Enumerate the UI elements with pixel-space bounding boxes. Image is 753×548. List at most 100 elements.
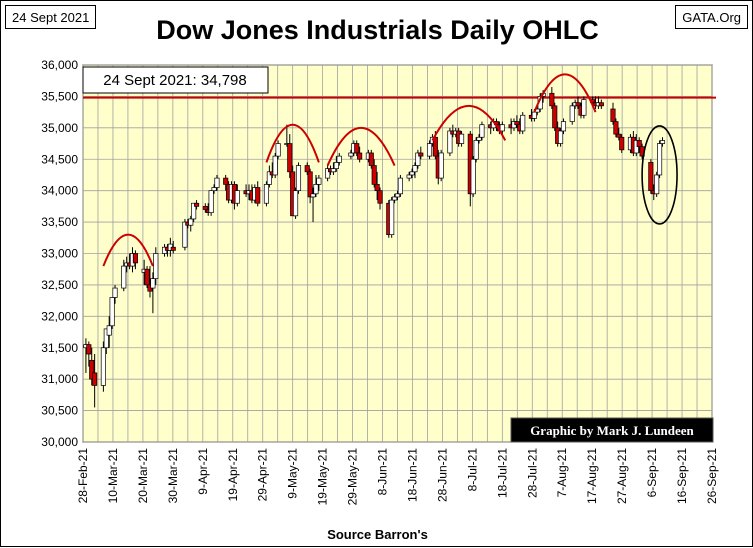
x-tick-label: 28-Feb-21	[76, 448, 90, 504]
candle-body	[357, 152, 363, 160]
price-annotation-text: 24 Sept 2021: 34,798	[103, 72, 246, 89]
candle-body	[636, 140, 642, 148]
candle-body	[394, 193, 401, 198]
candle-body	[459, 133, 465, 144]
y-tick-label: 34,000	[41, 184, 78, 198]
candle-body	[336, 155, 342, 163]
candle-body	[316, 177, 322, 185]
candle-body	[479, 124, 485, 138]
y-axis-ticks: 30,000 30,500 31,000 31,500 32,000 32,500 33,0…	[41, 58, 78, 449]
candle-body	[208, 190, 214, 214]
candle-body	[191, 202, 197, 220]
candle-body	[616, 133, 622, 138]
candle-body	[392, 196, 398, 201]
arc-layer	[102, 73, 597, 267]
candle-body	[438, 152, 444, 179]
y-tick-label: 36,000	[41, 58, 78, 72]
candle-body	[202, 206, 208, 210]
candle-body	[109, 297, 115, 327]
candle-body	[613, 121, 619, 135]
candle-body	[560, 121, 567, 132]
candle-body	[415, 152, 421, 166]
price-annotation-bg	[82, 66, 269, 94]
candle-body	[293, 190, 299, 217]
x-tick-label: 8-Jun-21	[376, 448, 390, 496]
trend-arc	[431, 104, 507, 141]
x-tick-label: 19-Apr-21	[226, 448, 240, 502]
candle-body	[150, 278, 156, 289]
candle-body	[223, 177, 229, 185]
x-tick-label: 19-May-21	[316, 448, 330, 506]
candle-body	[412, 165, 418, 173]
candle-body	[473, 140, 479, 160]
y-tick-label: 30,500	[41, 404, 78, 418]
y-tick-label: 34,500	[41, 152, 78, 166]
candle-body	[371, 165, 377, 185]
candle-body	[406, 174, 412, 179]
x-tick-label: 26-Sep-21	[705, 448, 719, 504]
candle-body	[121, 265, 127, 289]
candle-body	[499, 124, 505, 132]
candle-body	[368, 152, 374, 166]
candle-body	[287, 143, 293, 173]
x-tick-label: 18-Jun-21	[405, 448, 419, 502]
candle-body	[266, 171, 272, 185]
x-tick-label: 6-Sep-21	[645, 448, 659, 498]
trend-arc	[265, 123, 320, 163]
candle-body	[92, 372, 98, 386]
candle-body	[470, 158, 476, 195]
candle-body	[520, 114, 526, 132]
x-tick-label: 30-Mar-21	[166, 448, 180, 504]
source-label: Source Barron's	[327, 527, 428, 542]
candle-body	[255, 187, 261, 204]
candle-layer	[83, 86, 666, 408]
candle-body	[188, 218, 194, 226]
candle-body	[659, 140, 666, 144]
y-tick-label: 31,500	[41, 341, 78, 355]
candle-body	[619, 136, 625, 151]
chart-title: Dow Jones Industrials Daily OHLC	[156, 15, 599, 45]
trend-arc	[533, 73, 597, 113]
y-tick-label: 30,000	[41, 435, 78, 449]
highlight-ellipse	[641, 125, 678, 225]
x-tick-label: 17-Aug-21	[585, 448, 599, 504]
credit-text: Graphic by Mark J. Lundeen	[530, 423, 694, 438]
x-axis-ticks: 28-Feb-21 10-Mar-21 20-Mar-21 30-Mar-21 9-Ap…	[76, 448, 719, 506]
site-label: GATA.Org	[675, 5, 748, 29]
y-tick-label: 31,000	[41, 372, 78, 386]
trend-arc	[326, 126, 396, 166]
candle-body	[333, 162, 339, 170]
candle-body	[569, 105, 575, 122]
candle-body	[313, 184, 319, 195]
candle-body	[654, 174, 660, 195]
candle-body	[234, 190, 240, 204]
candle-body	[144, 268, 150, 286]
candle-body	[598, 102, 604, 107]
candle-body	[575, 102, 581, 107]
candle-body	[100, 347, 106, 386]
candle-body	[86, 344, 92, 355]
candle-body	[304, 165, 310, 173]
y-tick-label: 33,000	[41, 247, 78, 261]
x-tick-label: 16-Sep-21	[675, 448, 689, 504]
candle-body	[409, 171, 415, 176]
candle-body	[307, 171, 313, 198]
date-label: 24 Sept 2021	[5, 5, 97, 29]
candle-body	[610, 108, 616, 122]
candle-body	[182, 221, 188, 248]
candle-body	[112, 287, 118, 298]
candle-body	[648, 162, 654, 192]
candle-body	[194, 202, 200, 207]
candle-body	[272, 155, 278, 176]
credit-bg	[510, 417, 714, 443]
candle-body	[531, 111, 537, 119]
candle-body	[558, 130, 564, 144]
candle-body	[447, 130, 453, 154]
candle-body	[476, 136, 482, 141]
candle-body	[354, 143, 360, 154]
x-tick-label: 9-May-21	[286, 448, 300, 499]
candle-body	[214, 177, 220, 188]
trend-arc	[102, 233, 154, 267]
price-annotation-box: 24 Sept 2021: 34,798	[82, 66, 269, 94]
candle-body	[295, 165, 302, 192]
